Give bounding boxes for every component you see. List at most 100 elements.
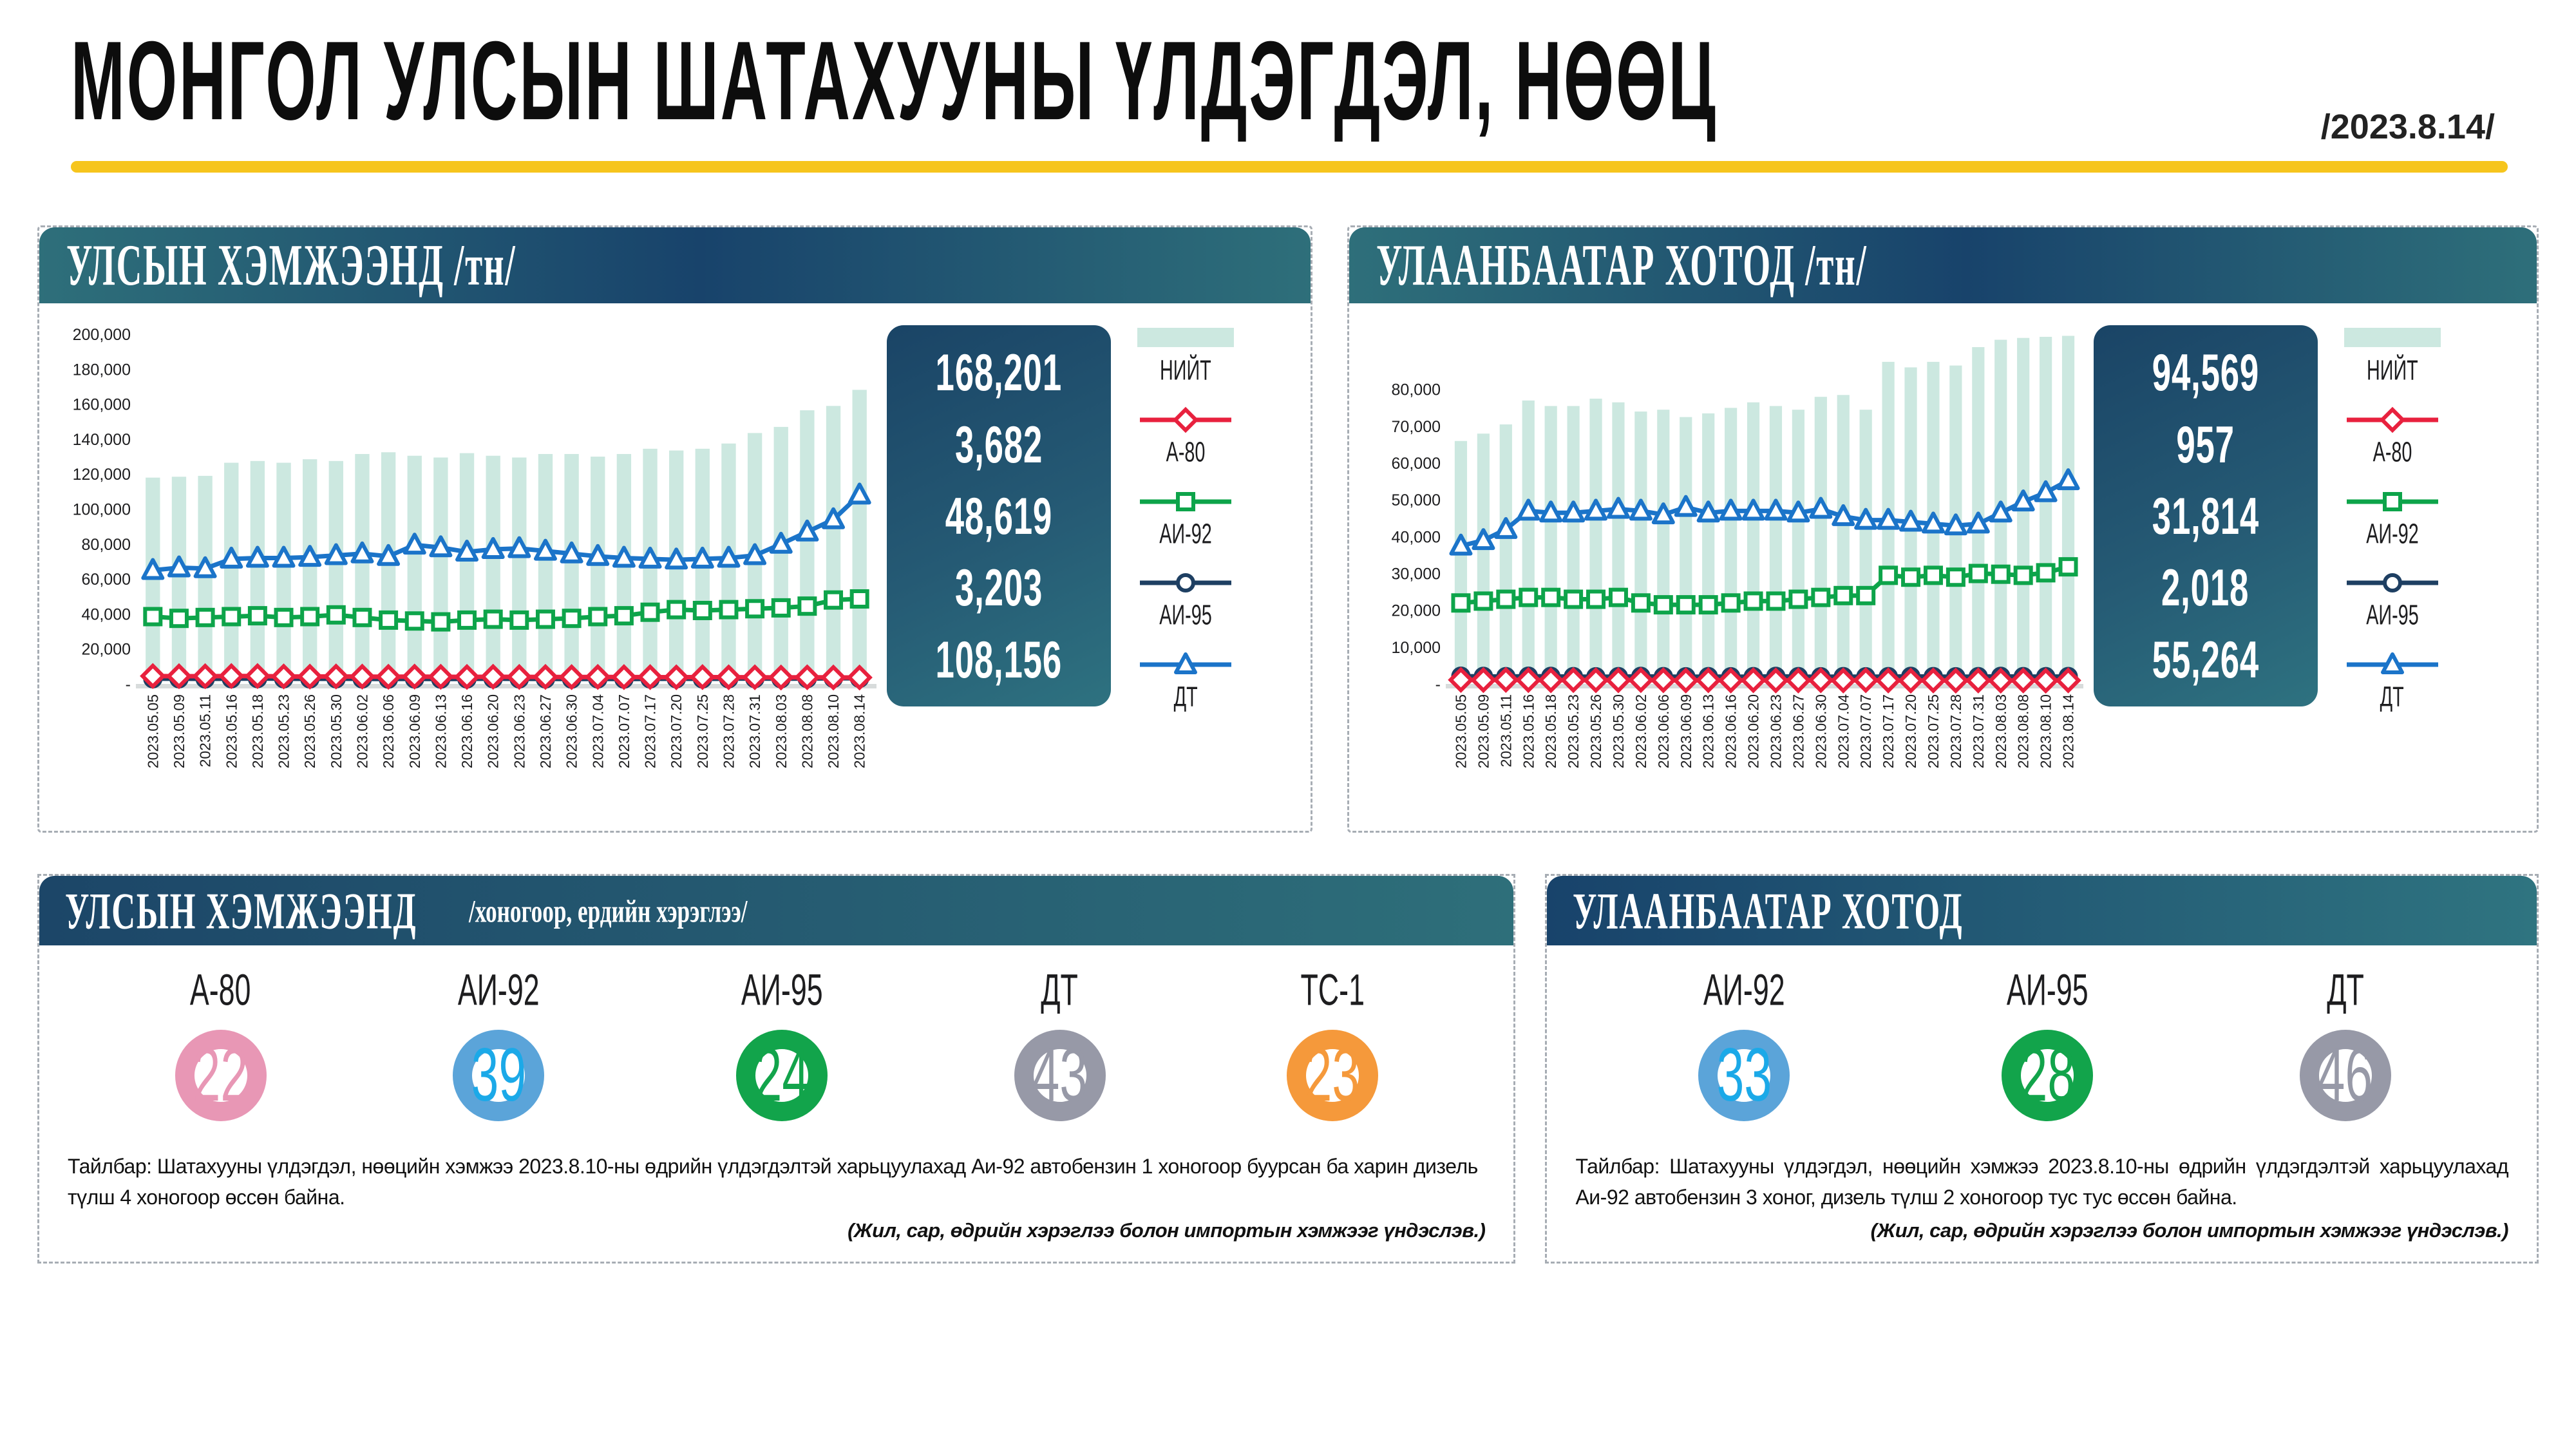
total-value: 3,682 — [954, 415, 1043, 473]
triangle-marker — [350, 541, 374, 564]
y-tick-label: 50,000 — [1391, 491, 1440, 509]
legend-item-НИЙТ: НИЙТ — [2344, 324, 2441, 386]
total-bar — [852, 390, 867, 684]
total-bar — [2061, 336, 2074, 684]
circle-marker — [1176, 573, 1195, 593]
total-bar — [616, 453, 632, 684]
total-bar — [773, 426, 788, 684]
series-line-ДТ — [152, 493, 862, 573]
legend-label-text: А-80 — [2372, 435, 2412, 468]
diamond-marker — [2032, 667, 2059, 694]
triangle-marker — [141, 558, 165, 580]
square-marker — [588, 607, 608, 627]
x-tick-label: 2023.06.27 — [1790, 694, 1806, 768]
diamond-marker — [794, 664, 820, 690]
legend-item-А-80: А-80 — [1137, 406, 1234, 468]
y-tick-label: 20,000 — [1391, 602, 1440, 620]
diamond-marker — [1897, 667, 1924, 694]
x-tick-label: 2023.06.16 — [459, 694, 475, 768]
square-marker — [692, 600, 712, 620]
square-marker — [143, 607, 163, 627]
total-bar — [1477, 433, 1490, 684]
triangle-marker — [2034, 480, 2058, 502]
diamond-marker — [741, 664, 768, 690]
x-tick-label: 2023.06.09 — [406, 694, 423, 768]
triangle-marker — [481, 536, 505, 559]
triangle-marker — [1174, 652, 1197, 674]
triangle-marker — [1808, 497, 1832, 519]
total-value: 48,619 — [945, 486, 1053, 545]
days-value: 23 — [1305, 1033, 1360, 1117]
total-bar — [146, 477, 160, 684]
days-donut: 33 — [1698, 1030, 1790, 1121]
x-tick-label: 2023.07.04 — [589, 694, 606, 768]
total-bar — [303, 459, 317, 684]
square-marker — [1923, 565, 1943, 585]
days-donut: 22 — [175, 1030, 267, 1121]
total-value: 168,201 — [935, 343, 1063, 402]
x-tick-label: 2023.05.09 — [171, 694, 187, 768]
legend-item-АИ-92: АИ-92 — [2344, 488, 2441, 549]
days-donut: 23 — [1286, 1030, 1378, 1121]
square-marker — [1855, 585, 1875, 605]
national-chart-title: УЛСЫН ХЭМЖЭЭНД /тн/ — [66, 232, 516, 298]
triangle-marker — [1921, 511, 1945, 534]
x-tick-label: 2023.06.06 — [1654, 694, 1671, 768]
x-axis-baseline — [1445, 684, 2083, 688]
diamond-marker — [453, 663, 480, 690]
series-line-АИ-92 — [1460, 564, 2069, 607]
legend-item-ДТ: ДТ — [1137, 650, 1234, 712]
days-circle-А-80: А-80 22 — [175, 965, 267, 1121]
triangle-marker — [1561, 500, 1585, 523]
square-marker — [483, 609, 503, 629]
diamond-marker — [1739, 667, 1766, 694]
square-marker — [326, 605, 346, 625]
x-axis-baseline — [136, 684, 876, 688]
diamond-marker — [1672, 667, 1699, 694]
total-bar — [1769, 406, 1782, 684]
diamond-marker — [689, 664, 716, 690]
diamond-marker — [585, 663, 611, 690]
national-days-note: Тайлбар: Шатахууны үлдэгдэл, нөөцийн хэм… — [68, 1155, 1478, 1209]
triangle-marker — [429, 535, 453, 558]
diamond-marker — [1627, 667, 1654, 694]
square-marker — [195, 607, 215, 627]
triangle-marker — [1651, 502, 1675, 525]
x-tick-label: 2023.07.20 — [668, 694, 685, 768]
square-marker — [457, 610, 477, 630]
y-tick-label: - — [126, 676, 131, 694]
x-tick-label: 2023.05.05 — [144, 694, 161, 768]
square-marker — [1766, 591, 1786, 611]
total-bar — [198, 475, 213, 684]
square-marker — [300, 607, 320, 627]
triangle-marker — [1629, 498, 1653, 521]
legend-label: АИ-95 — [1137, 599, 1234, 631]
y-tick-label: 120,000 — [73, 466, 131, 484]
y-tick-label: 60,000 — [82, 571, 131, 589]
national-days-circles: А-80 22 АИ-92 39 АИ-95 24 ДТ 43 ТС-1 23 — [39, 945, 1513, 1125]
fuel-type-label-text: АИ-92 — [457, 965, 540, 1014]
ub-chart-panel: УЛААНБААТАР ХОТОД /тн/ - 10,000 20,000 30,0… — [1347, 225, 2539, 833]
fuel-type-label: АИ-92 — [448, 965, 550, 1014]
triangle-marker — [612, 545, 636, 568]
fuel-type-label-text: АИ-95 — [741, 965, 823, 1014]
x-tick-label: 2023.07.25 — [694, 694, 711, 768]
x-tick-label: 2023.08.14 — [2060, 694, 2076, 768]
square-marker — [1946, 567, 1965, 587]
x-tick-label: 2023.08.03 — [773, 694, 790, 768]
total-bar — [1814, 397, 1827, 684]
ub-legend: НИЙТ А-80 АИ-92 АИ-95 ДТ — [2328, 324, 2457, 712]
total-bar — [800, 410, 815, 684]
triangle-marker — [1853, 507, 1877, 530]
x-tick-label: 2023.06.06 — [380, 694, 397, 768]
total-value: 55,264 — [2152, 630, 2259, 688]
triangle-marker — [272, 545, 296, 568]
x-tick-label: 2023.06.30 — [1812, 694, 1829, 768]
square-marker — [745, 599, 765, 619]
square-marker — [614, 606, 634, 626]
total-value: 3,203 — [954, 558, 1043, 617]
total-bar — [1792, 410, 1804, 684]
square-marker — [1991, 564, 2011, 584]
total-bar — [381, 452, 396, 684]
